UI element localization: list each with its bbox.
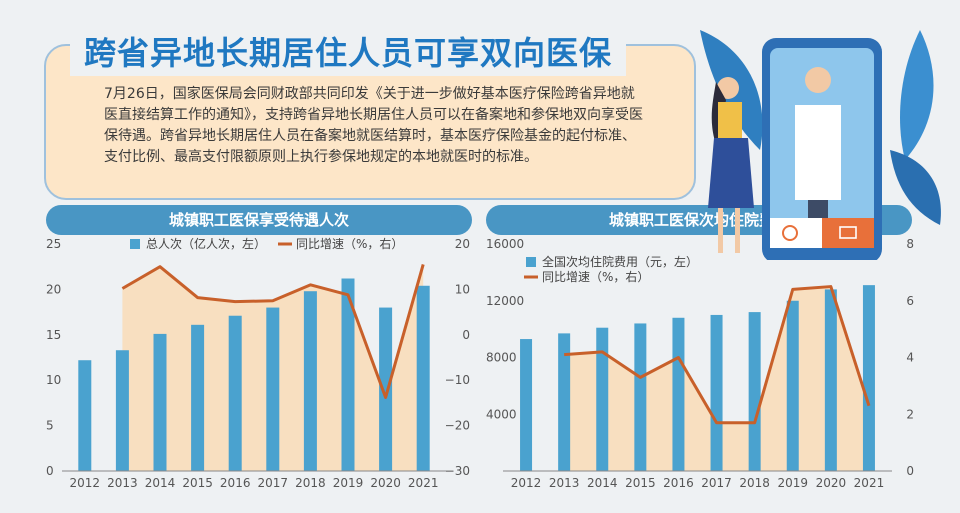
y-right-tick: −20 [445, 419, 470, 433]
x-tick-2018: 2018 [295, 476, 326, 490]
y-right-tick: 20 [455, 237, 470, 251]
bar-2012 [78, 360, 92, 471]
x-tick-2020: 2020 [816, 476, 847, 490]
y-right-tick: 10 [455, 282, 470, 296]
mail-icon [822, 218, 874, 248]
bar-2021 [862, 285, 875, 471]
y-right-tick: 2 [906, 407, 914, 421]
page-title: 跨省异地长期居住人员可享双向医保 [70, 30, 627, 76]
x-tick-2013: 2013 [107, 476, 138, 490]
chart-treatment-visits: 2012 2013 2014 2015 2016 2017 2018 2019 2020 2021… [46, 236, 470, 490]
bar-2014 [596, 327, 609, 471]
x-tick-2012: 2012 [511, 476, 542, 490]
x-tick-2016: 2016 [663, 476, 694, 490]
legend-line-swatch [278, 242, 292, 246]
legend-bar-swatch [130, 239, 140, 249]
y-left-tick: 5 [46, 419, 54, 433]
x-tick-2018: 2018 [739, 476, 770, 490]
legend-label-1: 同比增速（%，右） [296, 236, 403, 251]
bar-2016 [228, 315, 242, 471]
x-tick-2015: 2015 [625, 476, 656, 490]
x-tick-2019: 2019 [333, 476, 364, 490]
intro-paragraph: 7月26日，国家医保局会同财政部共同印发《关于进一步做好基本医疗保险跨省异地就医… [104, 86, 643, 165]
x-tick-2017: 2017 [258, 476, 289, 490]
y-right-tick: −10 [445, 373, 470, 387]
bar-2016 [672, 317, 685, 471]
x-tick-2015: 2015 [182, 476, 213, 490]
y-right-tick: 8 [906, 237, 914, 251]
y-left-tick: 10 [46, 373, 61, 387]
x-tick-2013: 2013 [549, 476, 580, 490]
y-left-tick: 8000 [486, 351, 517, 365]
y-right-tick: −30 [445, 464, 470, 478]
bar-2017 [710, 314, 723, 471]
bar-2021 [416, 285, 430, 471]
x-tick-2017: 2017 [701, 476, 732, 490]
y-right-tick: 0 [906, 464, 914, 478]
doctor-icon [805, 67, 831, 93]
x-tick-2021: 2021 [854, 476, 885, 490]
x-tick-2014: 2014 [145, 476, 176, 490]
bar-2019 [786, 300, 799, 471]
bar-2014 [153, 333, 167, 471]
x-tick-2021: 2021 [408, 476, 439, 490]
legend-label-1: 同比增速（%，右） [542, 269, 649, 284]
legend-label-0: 全国次均住院费用（元，左） [542, 254, 698, 269]
bar-2018 [748, 312, 761, 471]
y-left-tick: 25 [46, 237, 61, 251]
bar-2020 [379, 307, 393, 471]
leaf-icon [890, 150, 941, 225]
y-left-tick: 16000 [486, 237, 524, 251]
chart-title-left: 城镇职工医保享受待遇人次 [46, 205, 472, 235]
x-tick-2016: 2016 [220, 476, 251, 490]
bar-2020 [824, 289, 837, 471]
x-tick-2019: 2019 [777, 476, 808, 490]
legend-line-swatch [524, 275, 538, 279]
x-tick-2014: 2014 [587, 476, 618, 490]
bar-2012 [520, 339, 533, 471]
bar-2013 [558, 333, 571, 471]
leaf-icon [900, 30, 934, 160]
y-right-tick: 4 [906, 351, 914, 365]
y-right-tick: 6 [906, 294, 914, 308]
legend-bar-swatch [526, 257, 536, 267]
chart-inpatient-cost: 2012 2013 2014 2015 2016 2017 2018 2019 2020 2021… [486, 237, 914, 490]
bar-2019 [341, 278, 355, 471]
x-tick-2020: 2020 [370, 476, 401, 490]
bar-2013 [115, 350, 129, 471]
y-left-tick: 15 [46, 328, 61, 342]
y-right-tick: 0 [462, 328, 470, 342]
patient-icon [717, 77, 739, 99]
doctor-phone-illustration [700, 30, 941, 260]
bar-2018 [303, 291, 317, 471]
bar-2015 [191, 324, 205, 471]
y-left-tick: 4000 [486, 407, 517, 421]
bar-2015 [634, 323, 647, 471]
y-left-tick: 12000 [486, 294, 524, 308]
x-tick-2012: 2012 [70, 476, 101, 490]
y-left-tick: 0 [46, 464, 54, 478]
legend-label-0: 总人次（亿人次，左） [146, 236, 266, 251]
bar-2017 [266, 307, 280, 471]
y-left-tick: 20 [46, 282, 61, 296]
